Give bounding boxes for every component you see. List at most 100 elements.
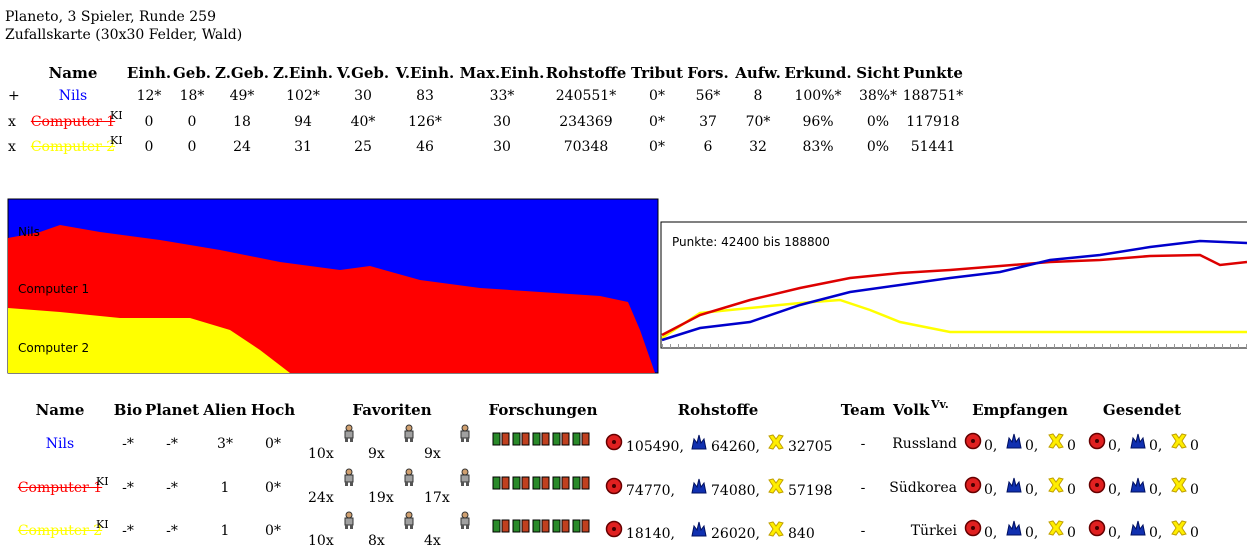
line-blue xyxy=(661,239,1247,342)
column-header: Vv. xyxy=(931,398,949,411)
area-yellow xyxy=(8,308,290,373)
area-label: Nils xyxy=(18,225,40,239)
cell: 70348 xyxy=(563,139,609,155)
red-icon xyxy=(605,520,623,538)
cell: 40* xyxy=(350,113,376,130)
tech-icon xyxy=(532,432,550,446)
received: 0, xyxy=(1025,482,1039,498)
resource-amount: 32705 xyxy=(788,439,833,455)
sent: 0, xyxy=(1149,482,1163,498)
stat: 1 xyxy=(220,523,230,539)
blue-icon xyxy=(1130,520,1146,536)
column-header: Name xyxy=(35,401,85,419)
yellow-icon xyxy=(768,434,784,450)
cell: 30 xyxy=(354,88,372,104)
resource-amount: 57198 xyxy=(788,483,833,499)
stat: 1 xyxy=(220,480,230,496)
received: 0, xyxy=(1025,438,1039,454)
column-header: Sicht xyxy=(856,64,900,82)
column-header: Z.Einh. xyxy=(272,64,334,82)
received: 0, xyxy=(1025,525,1039,541)
column-header: Tribut xyxy=(631,64,683,82)
favorite-count: 10x xyxy=(308,446,334,462)
column-header: Gesendet xyxy=(1102,401,1182,419)
tech-icon xyxy=(572,519,590,533)
received: 0 xyxy=(1067,525,1076,541)
stat: 0* xyxy=(265,436,281,452)
cell: 12* xyxy=(136,88,162,104)
sent: 0, xyxy=(1108,482,1122,498)
tech-icon xyxy=(552,519,570,533)
person-icon xyxy=(344,424,354,442)
person-icon xyxy=(460,511,470,529)
cell: 234369 xyxy=(559,113,613,130)
volk: Südkorea xyxy=(889,480,957,496)
yellow-icon xyxy=(1048,520,1064,536)
line-graph: Punkte: 42400 bis 188800 xyxy=(660,221,1247,349)
column-header: Favoriten xyxy=(352,401,432,419)
cell: 24 xyxy=(233,139,251,155)
cell: 37 xyxy=(699,113,717,130)
cell: 8 xyxy=(753,88,763,104)
column-header: Team xyxy=(840,401,886,419)
tech-icon xyxy=(512,476,530,490)
column-header: Volk xyxy=(893,401,930,419)
red-icon xyxy=(1088,432,1106,450)
player-name: Computer 2 xyxy=(17,523,103,539)
blue-icon xyxy=(1130,477,1146,493)
line-graph-title: Punkte: 42400 bis 188800 xyxy=(672,235,830,249)
tech-icon xyxy=(492,519,510,533)
person-icon xyxy=(404,424,414,442)
favorite-count: 24x xyxy=(308,490,334,506)
line-bg xyxy=(660,221,1247,349)
red-icon xyxy=(964,519,982,537)
cell: 188751* xyxy=(902,88,964,104)
area-label: Computer 1 xyxy=(18,282,89,296)
player-name: Computer 1 xyxy=(17,480,103,496)
favorite-count: 4x xyxy=(424,533,441,549)
column-header: Geb. xyxy=(172,64,212,82)
cell: 117918 xyxy=(906,113,960,130)
cell: 0 xyxy=(187,139,197,155)
resource-amount: 74080, xyxy=(711,483,760,499)
ki-label: KI xyxy=(110,108,123,122)
cell: 46 xyxy=(416,139,434,155)
person-icon xyxy=(404,468,414,486)
team: - xyxy=(860,523,866,539)
yellow-icon xyxy=(768,521,784,537)
sent: 0, xyxy=(1108,525,1122,541)
received: 0 xyxy=(1067,438,1076,454)
ki-label: KI xyxy=(96,475,109,488)
cell: 0 xyxy=(187,113,197,130)
area-graph xyxy=(7,198,659,374)
sent: 0, xyxy=(1149,525,1163,541)
favorite-count: 9x xyxy=(368,446,385,462)
red-icon xyxy=(605,433,623,451)
cell: 33* xyxy=(489,88,515,104)
favorite-count: 9x xyxy=(424,446,441,462)
favorite-count: 19x xyxy=(368,490,394,506)
column-header: Fors. xyxy=(687,64,729,82)
blue-icon xyxy=(691,434,707,450)
column-header: Forschungen xyxy=(488,401,598,419)
column-header: Rohstoffe xyxy=(677,401,759,419)
player-name: Nils xyxy=(45,436,75,452)
subtitle: Zufallskarte (30x30 Felder, Wald) xyxy=(5,27,243,43)
person-icon xyxy=(404,511,414,529)
cell: 102* xyxy=(286,88,320,104)
ki-label: KI xyxy=(96,518,109,531)
column-header: Name xyxy=(48,64,98,82)
column-header: Aufw. xyxy=(735,64,781,82)
cell: 0* xyxy=(649,88,665,104)
resource-amount: 64260, xyxy=(711,439,760,455)
resource-amount: 840 xyxy=(788,526,815,542)
cell: 18* xyxy=(179,88,205,104)
red-icon xyxy=(964,432,982,450)
team: - xyxy=(860,480,866,496)
red-icon xyxy=(1088,519,1106,537)
cell: 100%* xyxy=(794,88,842,104)
row-prefix: x xyxy=(8,139,16,155)
stat: -* xyxy=(166,523,178,539)
